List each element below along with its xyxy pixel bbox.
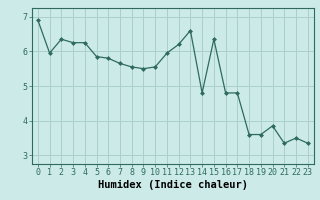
X-axis label: Humidex (Indice chaleur): Humidex (Indice chaleur) — [98, 180, 248, 190]
